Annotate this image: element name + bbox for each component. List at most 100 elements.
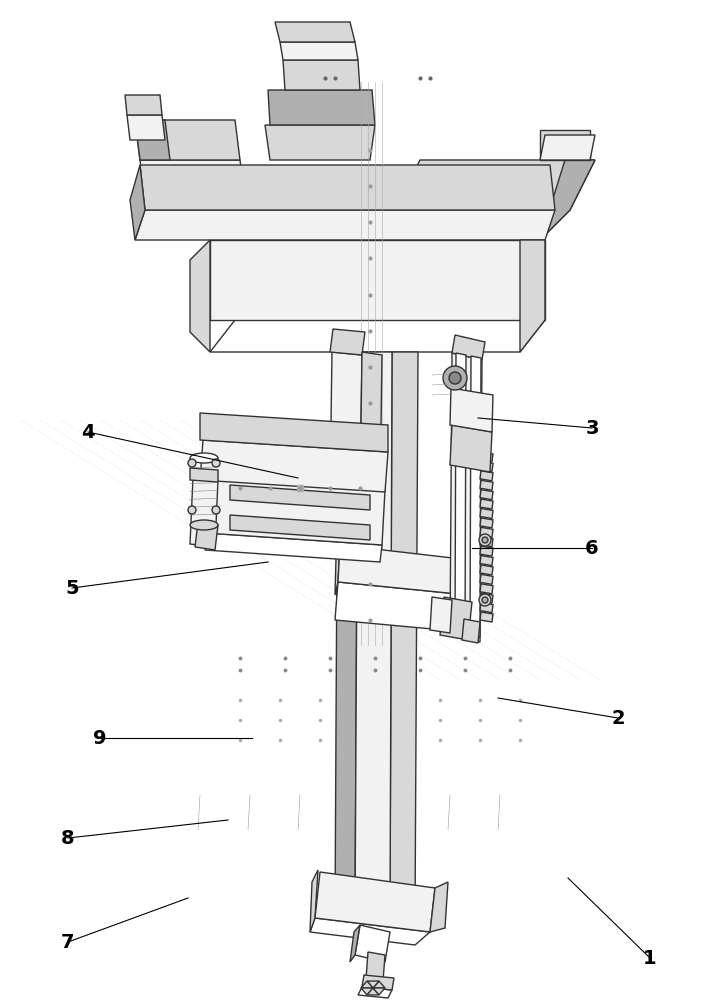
Polygon shape	[430, 882, 448, 932]
Polygon shape	[480, 527, 493, 537]
Polygon shape	[480, 574, 493, 584]
Polygon shape	[355, 925, 390, 962]
Polygon shape	[361, 988, 373, 995]
Polygon shape	[480, 471, 493, 481]
Polygon shape	[361, 981, 373, 988]
Polygon shape	[480, 612, 493, 622]
Polygon shape	[135, 120, 240, 160]
Polygon shape	[480, 518, 493, 528]
Polygon shape	[268, 90, 375, 125]
Ellipse shape	[190, 453, 218, 463]
Polygon shape	[310, 870, 318, 932]
Circle shape	[479, 594, 491, 606]
Polygon shape	[470, 356, 481, 637]
Text: 6: 6	[585, 538, 599, 558]
Polygon shape	[358, 987, 392, 998]
Polygon shape	[520, 240, 545, 352]
Polygon shape	[540, 135, 595, 160]
Polygon shape	[480, 603, 493, 613]
Polygon shape	[360, 352, 382, 498]
Polygon shape	[315, 872, 435, 932]
Polygon shape	[455, 353, 466, 634]
Polygon shape	[335, 545, 340, 595]
Polygon shape	[480, 452, 493, 462]
Polygon shape	[140, 165, 555, 210]
Polygon shape	[367, 988, 379, 995]
Polygon shape	[330, 352, 362, 495]
Polygon shape	[480, 546, 493, 556]
Polygon shape	[373, 981, 385, 988]
Polygon shape	[350, 925, 360, 962]
Polygon shape	[195, 522, 218, 550]
Polygon shape	[190, 240, 210, 352]
Polygon shape	[355, 352, 392, 920]
Circle shape	[449, 372, 461, 384]
Circle shape	[188, 506, 196, 514]
Circle shape	[479, 534, 491, 546]
Polygon shape	[335, 352, 358, 920]
Polygon shape	[395, 160, 595, 210]
Polygon shape	[130, 165, 145, 240]
Polygon shape	[440, 597, 472, 640]
Polygon shape	[230, 515, 370, 540]
Polygon shape	[135, 210, 555, 240]
Circle shape	[443, 366, 467, 390]
Polygon shape	[362, 975, 394, 990]
Text: 8: 8	[61, 828, 75, 848]
Polygon shape	[480, 593, 493, 603]
Polygon shape	[140, 160, 245, 200]
Text: 3: 3	[585, 418, 599, 438]
Polygon shape	[365, 952, 385, 995]
Polygon shape	[390, 352, 418, 920]
Polygon shape	[205, 478, 385, 545]
Circle shape	[482, 597, 488, 603]
Polygon shape	[283, 60, 360, 90]
Polygon shape	[210, 320, 545, 352]
Text: 9: 9	[93, 728, 106, 748]
Polygon shape	[330, 329, 365, 355]
Text: 7: 7	[61, 932, 75, 952]
Text: 5: 5	[65, 578, 79, 597]
Polygon shape	[480, 499, 493, 509]
Polygon shape	[205, 533, 382, 562]
Polygon shape	[367, 981, 379, 988]
Polygon shape	[190, 468, 218, 482]
Polygon shape	[335, 582, 468, 632]
Circle shape	[188, 459, 196, 467]
Polygon shape	[395, 210, 570, 240]
Polygon shape	[540, 130, 590, 160]
Ellipse shape	[190, 520, 218, 530]
Polygon shape	[450, 353, 482, 642]
Polygon shape	[203, 460, 385, 490]
Polygon shape	[135, 120, 170, 160]
Circle shape	[212, 506, 220, 514]
Polygon shape	[125, 95, 162, 115]
Polygon shape	[452, 335, 485, 360]
Circle shape	[482, 537, 488, 543]
Polygon shape	[480, 508, 493, 518]
Polygon shape	[373, 988, 385, 995]
Polygon shape	[462, 619, 480, 643]
Text: 4: 4	[81, 422, 95, 442]
Polygon shape	[450, 388, 493, 432]
Polygon shape	[338, 545, 470, 595]
Polygon shape	[480, 480, 493, 490]
Polygon shape	[275, 22, 355, 42]
Polygon shape	[480, 461, 493, 471]
Polygon shape	[480, 565, 493, 575]
Polygon shape	[190, 477, 218, 547]
Polygon shape	[210, 240, 545, 320]
Polygon shape	[480, 490, 493, 500]
Polygon shape	[540, 160, 595, 240]
Polygon shape	[450, 425, 492, 472]
Polygon shape	[127, 115, 165, 140]
Polygon shape	[280, 42, 358, 60]
Polygon shape	[430, 597, 452, 633]
Circle shape	[212, 459, 220, 467]
Polygon shape	[265, 125, 375, 160]
Polygon shape	[480, 556, 493, 566]
Polygon shape	[480, 584, 493, 594]
Polygon shape	[200, 440, 388, 492]
Text: 2: 2	[611, 708, 625, 728]
Polygon shape	[310, 918, 430, 945]
